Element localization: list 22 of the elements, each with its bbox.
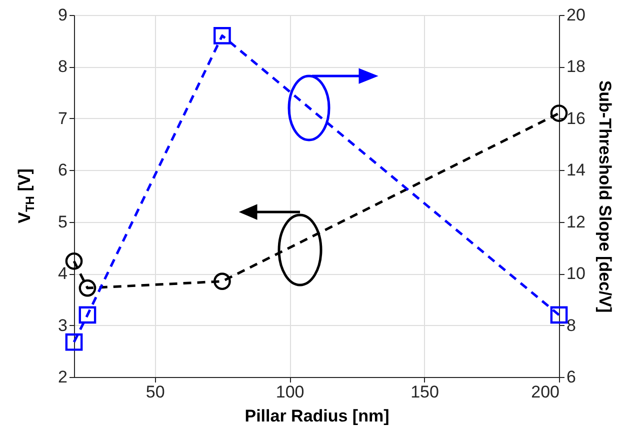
y-tick-label: 4 — [58, 264, 68, 284]
y2-tick-label: 20 — [566, 6, 586, 24]
y2-tick-label: 16 — [566, 108, 586, 128]
y2-tick-label: 6 — [566, 368, 576, 386]
y2-tick-label: 12 — [566, 212, 586, 232]
y-tick-label: 7 — [58, 108, 68, 128]
y2-tick-label: 14 — [566, 160, 586, 180]
y-tick-label: 5 — [58, 212, 68, 232]
y-tick-label: 9 — [58, 6, 68, 24]
y2-tick-label: 10 — [566, 264, 586, 284]
y-tick-label: 3 — [58, 316, 68, 335]
x-axis-title: Pillar Radius [nm] — [244, 406, 390, 426]
x-tick-label: 100 — [276, 382, 304, 402]
x-tick-label: 150 — [410, 382, 439, 402]
y-tick-label: 2 — [58, 368, 68, 386]
x-tick-label: 200 — [531, 382, 560, 402]
y-tick-label: 6 — [58, 160, 68, 180]
y2-tick-label: 18 — [566, 57, 586, 76]
y2-axis-title: Sub-Threshold Slope [dec/V] — [595, 80, 614, 313]
y-tick-label: 8 — [58, 57, 68, 76]
y2-tick-label: 8 — [566, 316, 576, 335]
x-tick-label: 50 — [146, 382, 165, 402]
